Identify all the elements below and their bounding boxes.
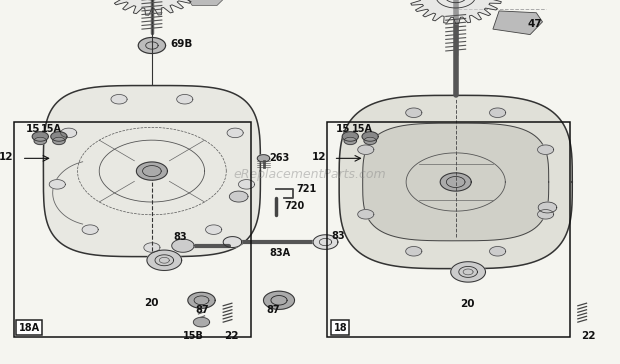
Polygon shape	[227, 128, 243, 138]
Text: 15A: 15A	[41, 124, 62, 134]
Polygon shape	[362, 132, 378, 141]
Polygon shape	[53, 137, 65, 145]
Text: 720: 720	[284, 201, 304, 211]
Polygon shape	[32, 132, 48, 141]
Polygon shape	[51, 132, 67, 141]
Polygon shape	[177, 95, 193, 104]
Polygon shape	[111, 95, 127, 104]
Text: eReplacementParts.com: eReplacementParts.com	[234, 168, 386, 181]
Polygon shape	[186, 0, 226, 5]
Polygon shape	[342, 132, 358, 141]
Polygon shape	[313, 235, 338, 249]
Text: 15B: 15B	[183, 331, 204, 341]
Polygon shape	[358, 210, 374, 219]
Polygon shape	[239, 179, 255, 189]
Polygon shape	[490, 246, 506, 256]
Polygon shape	[257, 155, 270, 162]
Polygon shape	[490, 108, 506, 118]
Polygon shape	[43, 86, 260, 257]
Polygon shape	[538, 202, 557, 213]
Polygon shape	[451, 262, 485, 282]
Polygon shape	[364, 137, 376, 145]
Text: 83: 83	[174, 232, 187, 242]
Text: 18A: 18A	[19, 323, 40, 333]
Polygon shape	[138, 37, 166, 54]
Polygon shape	[405, 108, 422, 118]
Polygon shape	[493, 11, 542, 35]
Polygon shape	[206, 225, 222, 234]
Polygon shape	[193, 317, 210, 327]
Text: 22: 22	[224, 331, 239, 341]
Bar	[327, 122, 570, 337]
Polygon shape	[339, 95, 572, 269]
Polygon shape	[188, 292, 215, 308]
Polygon shape	[358, 145, 374, 154]
Polygon shape	[229, 191, 248, 202]
Polygon shape	[107, 0, 197, 15]
Text: 263: 263	[270, 153, 290, 163]
Polygon shape	[363, 123, 549, 241]
Polygon shape	[264, 291, 294, 309]
Text: 20: 20	[460, 299, 474, 309]
Polygon shape	[172, 239, 194, 252]
Polygon shape	[136, 162, 167, 180]
Text: 87: 87	[267, 305, 280, 315]
Polygon shape	[440, 173, 471, 191]
Polygon shape	[61, 128, 77, 138]
Polygon shape	[405, 246, 422, 256]
Text: 22: 22	[582, 331, 596, 341]
Polygon shape	[34, 137, 46, 145]
Text: 18: 18	[334, 323, 347, 333]
Polygon shape	[538, 145, 554, 154]
Polygon shape	[144, 243, 160, 252]
Text: 12: 12	[312, 152, 327, 162]
Polygon shape	[49, 179, 65, 189]
Polygon shape	[344, 137, 356, 145]
Text: 69B: 69B	[170, 39, 193, 50]
Text: 721: 721	[296, 183, 317, 194]
Text: 83A: 83A	[270, 248, 291, 258]
Polygon shape	[82, 225, 98, 234]
Text: 83: 83	[332, 231, 345, 241]
Polygon shape	[409, 0, 502, 24]
Polygon shape	[147, 250, 182, 270]
Text: 15A: 15A	[352, 124, 373, 134]
Bar	[14, 122, 251, 337]
Text: 47: 47	[527, 19, 542, 29]
Polygon shape	[538, 210, 554, 219]
Text: 15: 15	[25, 124, 40, 134]
Text: 12: 12	[0, 152, 14, 162]
Text: 15: 15	[335, 124, 350, 134]
Text: 20: 20	[144, 298, 159, 308]
Text: 87: 87	[195, 305, 209, 315]
Polygon shape	[223, 237, 242, 248]
